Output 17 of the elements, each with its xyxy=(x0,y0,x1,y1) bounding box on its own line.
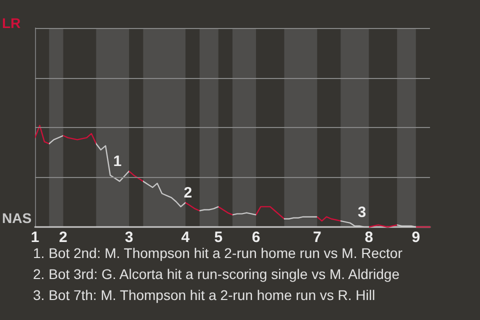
x-tick-label: 1 xyxy=(30,229,40,246)
text: 1. Bot 2nd: M. Thompson hit a 2-run home run vs M. Rector xyxy=(33,244,402,263)
x-tick-label: 3 xyxy=(124,229,134,246)
x-tick-label: 4 xyxy=(181,229,190,246)
annotation: 2 xyxy=(184,184,192,202)
x-tick-label: 7 xyxy=(312,229,322,246)
text: 2. Bot 3rd: G. Alcorta hit a run-scoring single vs M. Aldridge xyxy=(33,265,401,284)
annotation: 3 xyxy=(358,204,366,221)
text: 3. Bot 7th: M. Thompson hit a 2-run home run vs R. Hill xyxy=(33,286,376,305)
text: LR xyxy=(2,15,21,31)
x-tick-label: 8 xyxy=(364,229,374,246)
text: NAS xyxy=(2,210,32,226)
x-tick-label: 6 xyxy=(252,229,260,246)
annotation: 1 xyxy=(113,153,122,170)
x-tick-label: 9 xyxy=(412,229,420,246)
x-tick-label: 2 xyxy=(59,229,68,246)
x-tick-label: 5 xyxy=(214,229,223,246)
